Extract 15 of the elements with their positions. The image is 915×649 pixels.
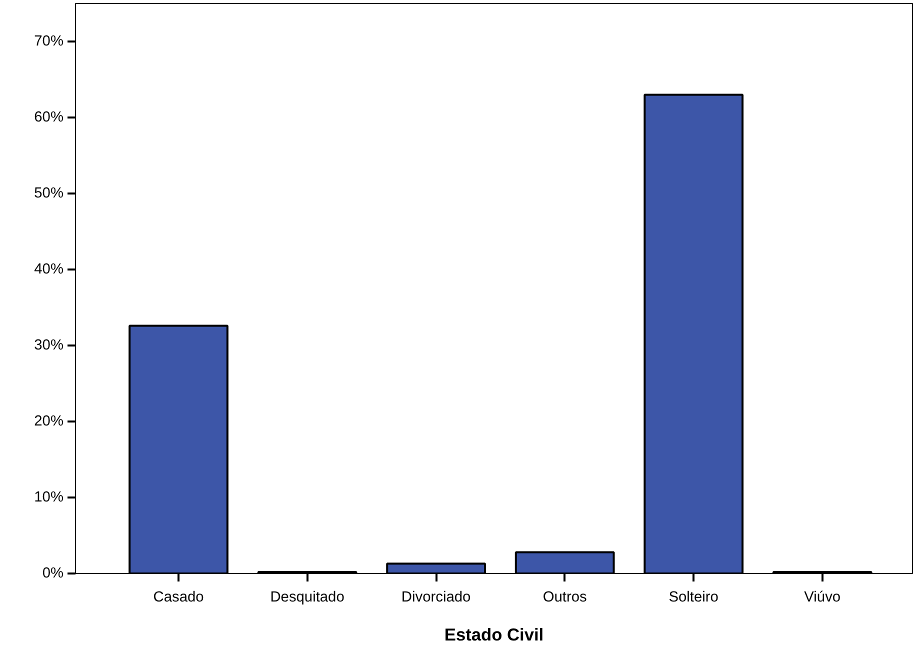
y-tick-label: 70% [34, 34, 64, 50]
x-tick-label: Divorciado [401, 590, 471, 606]
y-tick-label: 0% [42, 566, 64, 582]
x-tick-label: Desquitado [270, 590, 344, 606]
y-tick-label: 40% [34, 262, 64, 278]
x-tick-label: Solteiro [668, 590, 718, 606]
y-tick-label: 60% [34, 110, 64, 126]
x-tick-label: Casado [153, 590, 204, 606]
x-axis-title: Estado Civil [444, 624, 544, 644]
x-tick-label: Viúvo [804, 590, 841, 606]
y-tick-label: 10% [34, 490, 64, 506]
y-tick-label: 50% [34, 186, 64, 202]
x-tick-label: Outros [542, 590, 587, 606]
y-tick-label: 20% [34, 414, 64, 430]
y-tick-label: 30% [34, 338, 64, 354]
